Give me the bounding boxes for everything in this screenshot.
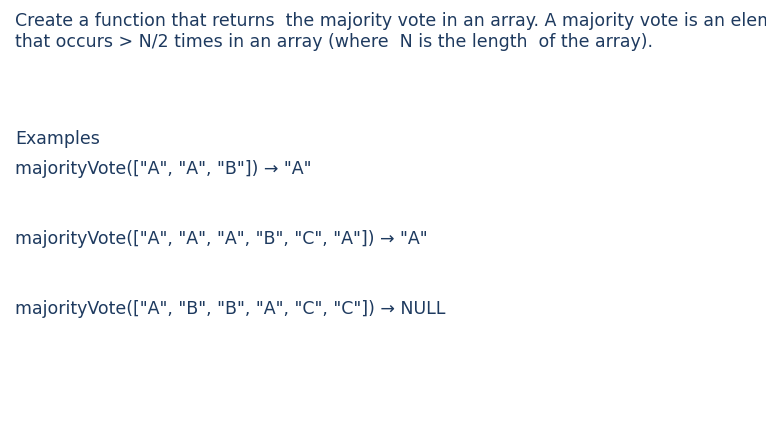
Text: Create a function that returns  the majority vote in an array. A majority vote i: Create a function that returns the major… — [15, 12, 766, 30]
Text: majorityVote(["A", "B", "B", "A", "C", "C"]) → NULL: majorityVote(["A", "B", "B", "A", "C", "… — [15, 300, 445, 318]
Text: majorityVote(["A", "A", "A", "B", "C", "A"]) → "A": majorityVote(["A", "A", "A", "B", "C", "… — [15, 230, 427, 248]
Text: Examples: Examples — [15, 130, 100, 148]
Text: that occurs > N/2 times in an array (where  N is the length  of the array).: that occurs > N/2 times in an array (whe… — [15, 33, 653, 51]
Text: majorityVote(["A", "A", "B"]) → "A": majorityVote(["A", "A", "B"]) → "A" — [15, 160, 312, 178]
